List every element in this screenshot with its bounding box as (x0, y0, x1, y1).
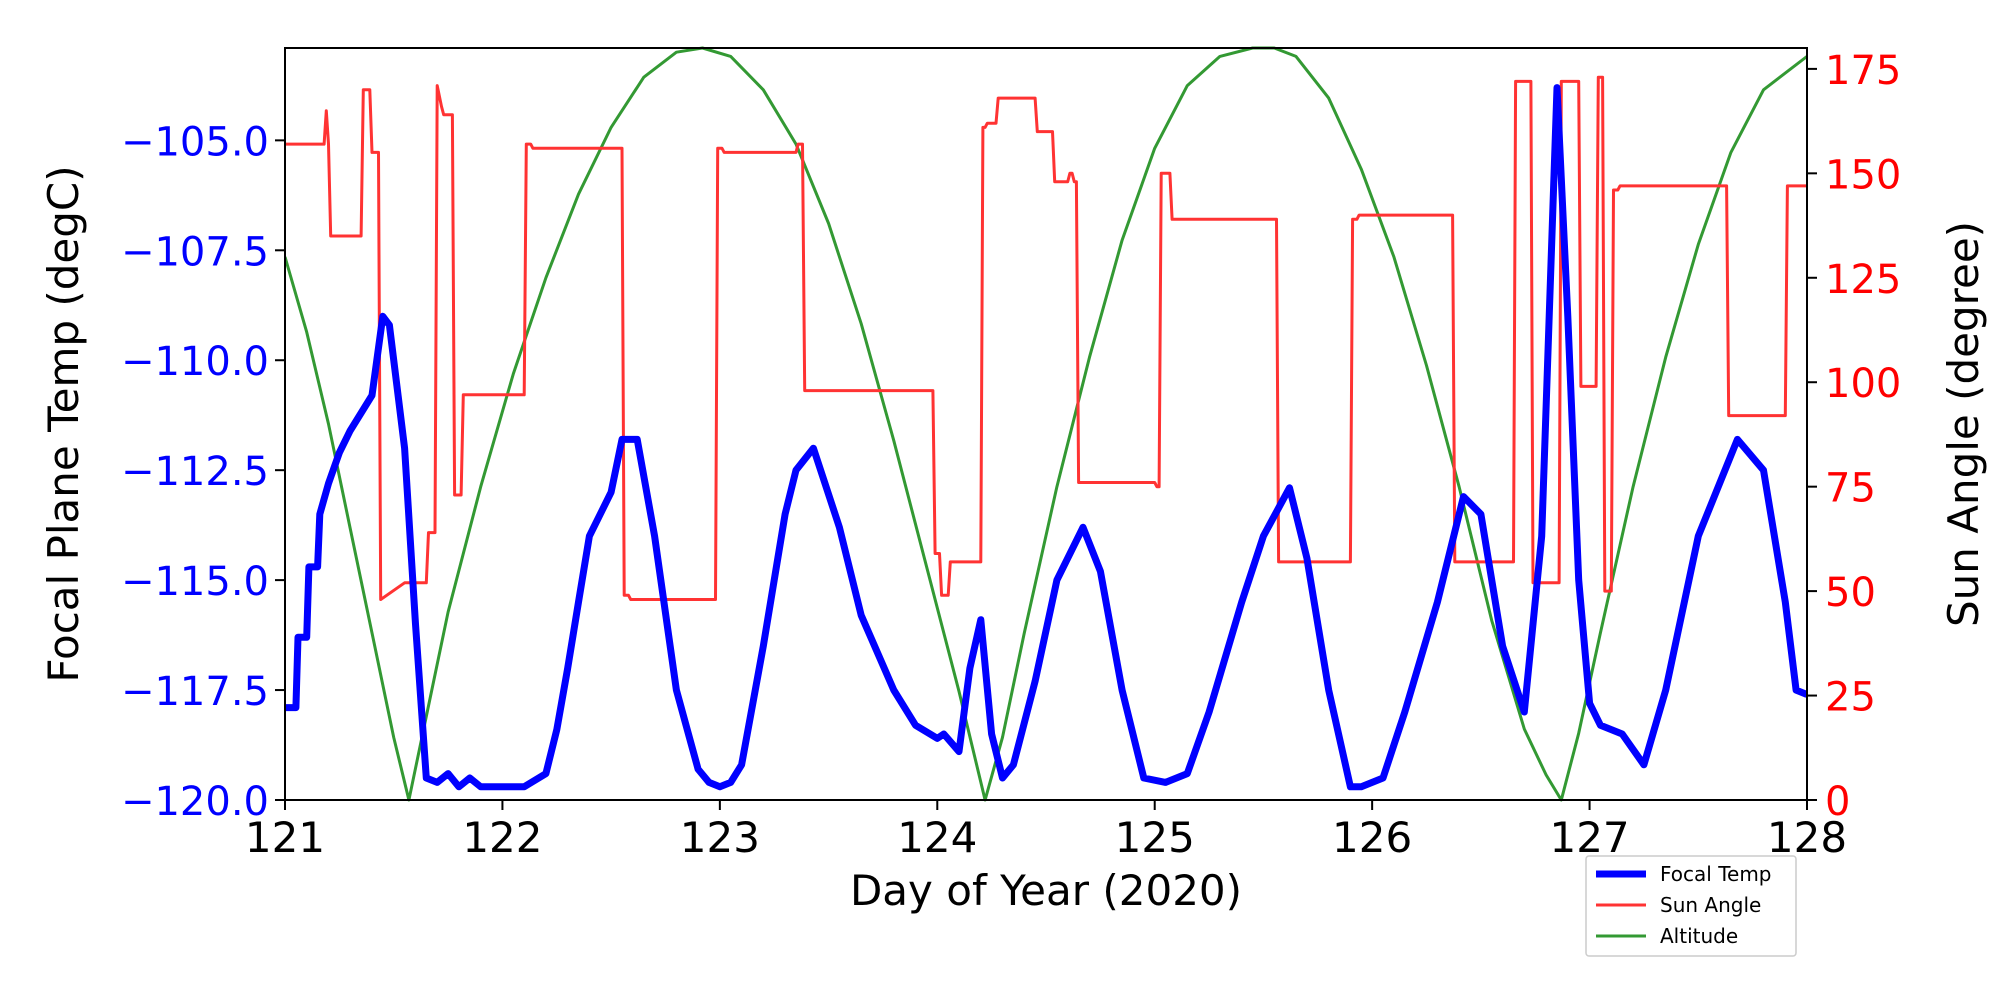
x-tick-label: 126 (1332, 813, 1412, 862)
y-right-tick-label: 25 (1825, 675, 1876, 721)
x-tick-label: 128 (1767, 813, 1847, 862)
y-right-tick-label: 100 (1825, 361, 1901, 407)
y-axis-left-label: Focal Plane Temp (degC) (39, 165, 88, 682)
legend-label-sun: Sun Angle (1660, 893, 1761, 917)
y-right-tick-label: 125 (1825, 257, 1901, 303)
plot-frame (284, 47, 1808, 801)
y-right-tick-label: 0 (1825, 779, 1850, 825)
legend-box (1585, 855, 1797, 957)
x-tick-label: 127 (1549, 813, 1629, 862)
y-right-tick-label: 50 (1825, 570, 1876, 616)
focal-temp-line (285, 84, 1807, 791)
y-left-tick-label: −110.0 (121, 339, 269, 385)
y-right-tick-label: 175 (1825, 48, 1901, 94)
x-axis-label: Day of Year (2020) (850, 866, 1242, 915)
legend-label-focal: Focal Temp (1660, 862, 1772, 886)
altitude-line (285, 46, 1807, 802)
y-right-tick-label: 75 (1825, 466, 1876, 512)
x-tick-label: 122 (462, 813, 542, 862)
y-axis-right-label: Sun Angle (degree) (1939, 221, 1988, 627)
y-left-tick-label: −115.0 (121, 559, 269, 605)
legend-label-altitude: Altitude (1660, 924, 1738, 948)
x-tick-label: 123 (680, 813, 760, 862)
y-left-tick-label: −112.5 (121, 449, 269, 495)
y-left-tick-label: −120.0 (121, 779, 269, 825)
x-tick-label: 121 (245, 813, 325, 862)
y-left-tick-label: −117.5 (121, 669, 269, 715)
x-tick-label: 124 (897, 813, 977, 862)
y-right-tick-label: 150 (1825, 152, 1901, 198)
y-left-tick-label: −105.0 (121, 119, 269, 165)
legend: Focal Temp Sun Angle Altitude (1585, 855, 1797, 957)
sun-angle-line (285, 75, 1807, 601)
x-tick-label: 125 (1115, 813, 1195, 862)
y-left-tick-label: −107.5 (121, 229, 269, 275)
